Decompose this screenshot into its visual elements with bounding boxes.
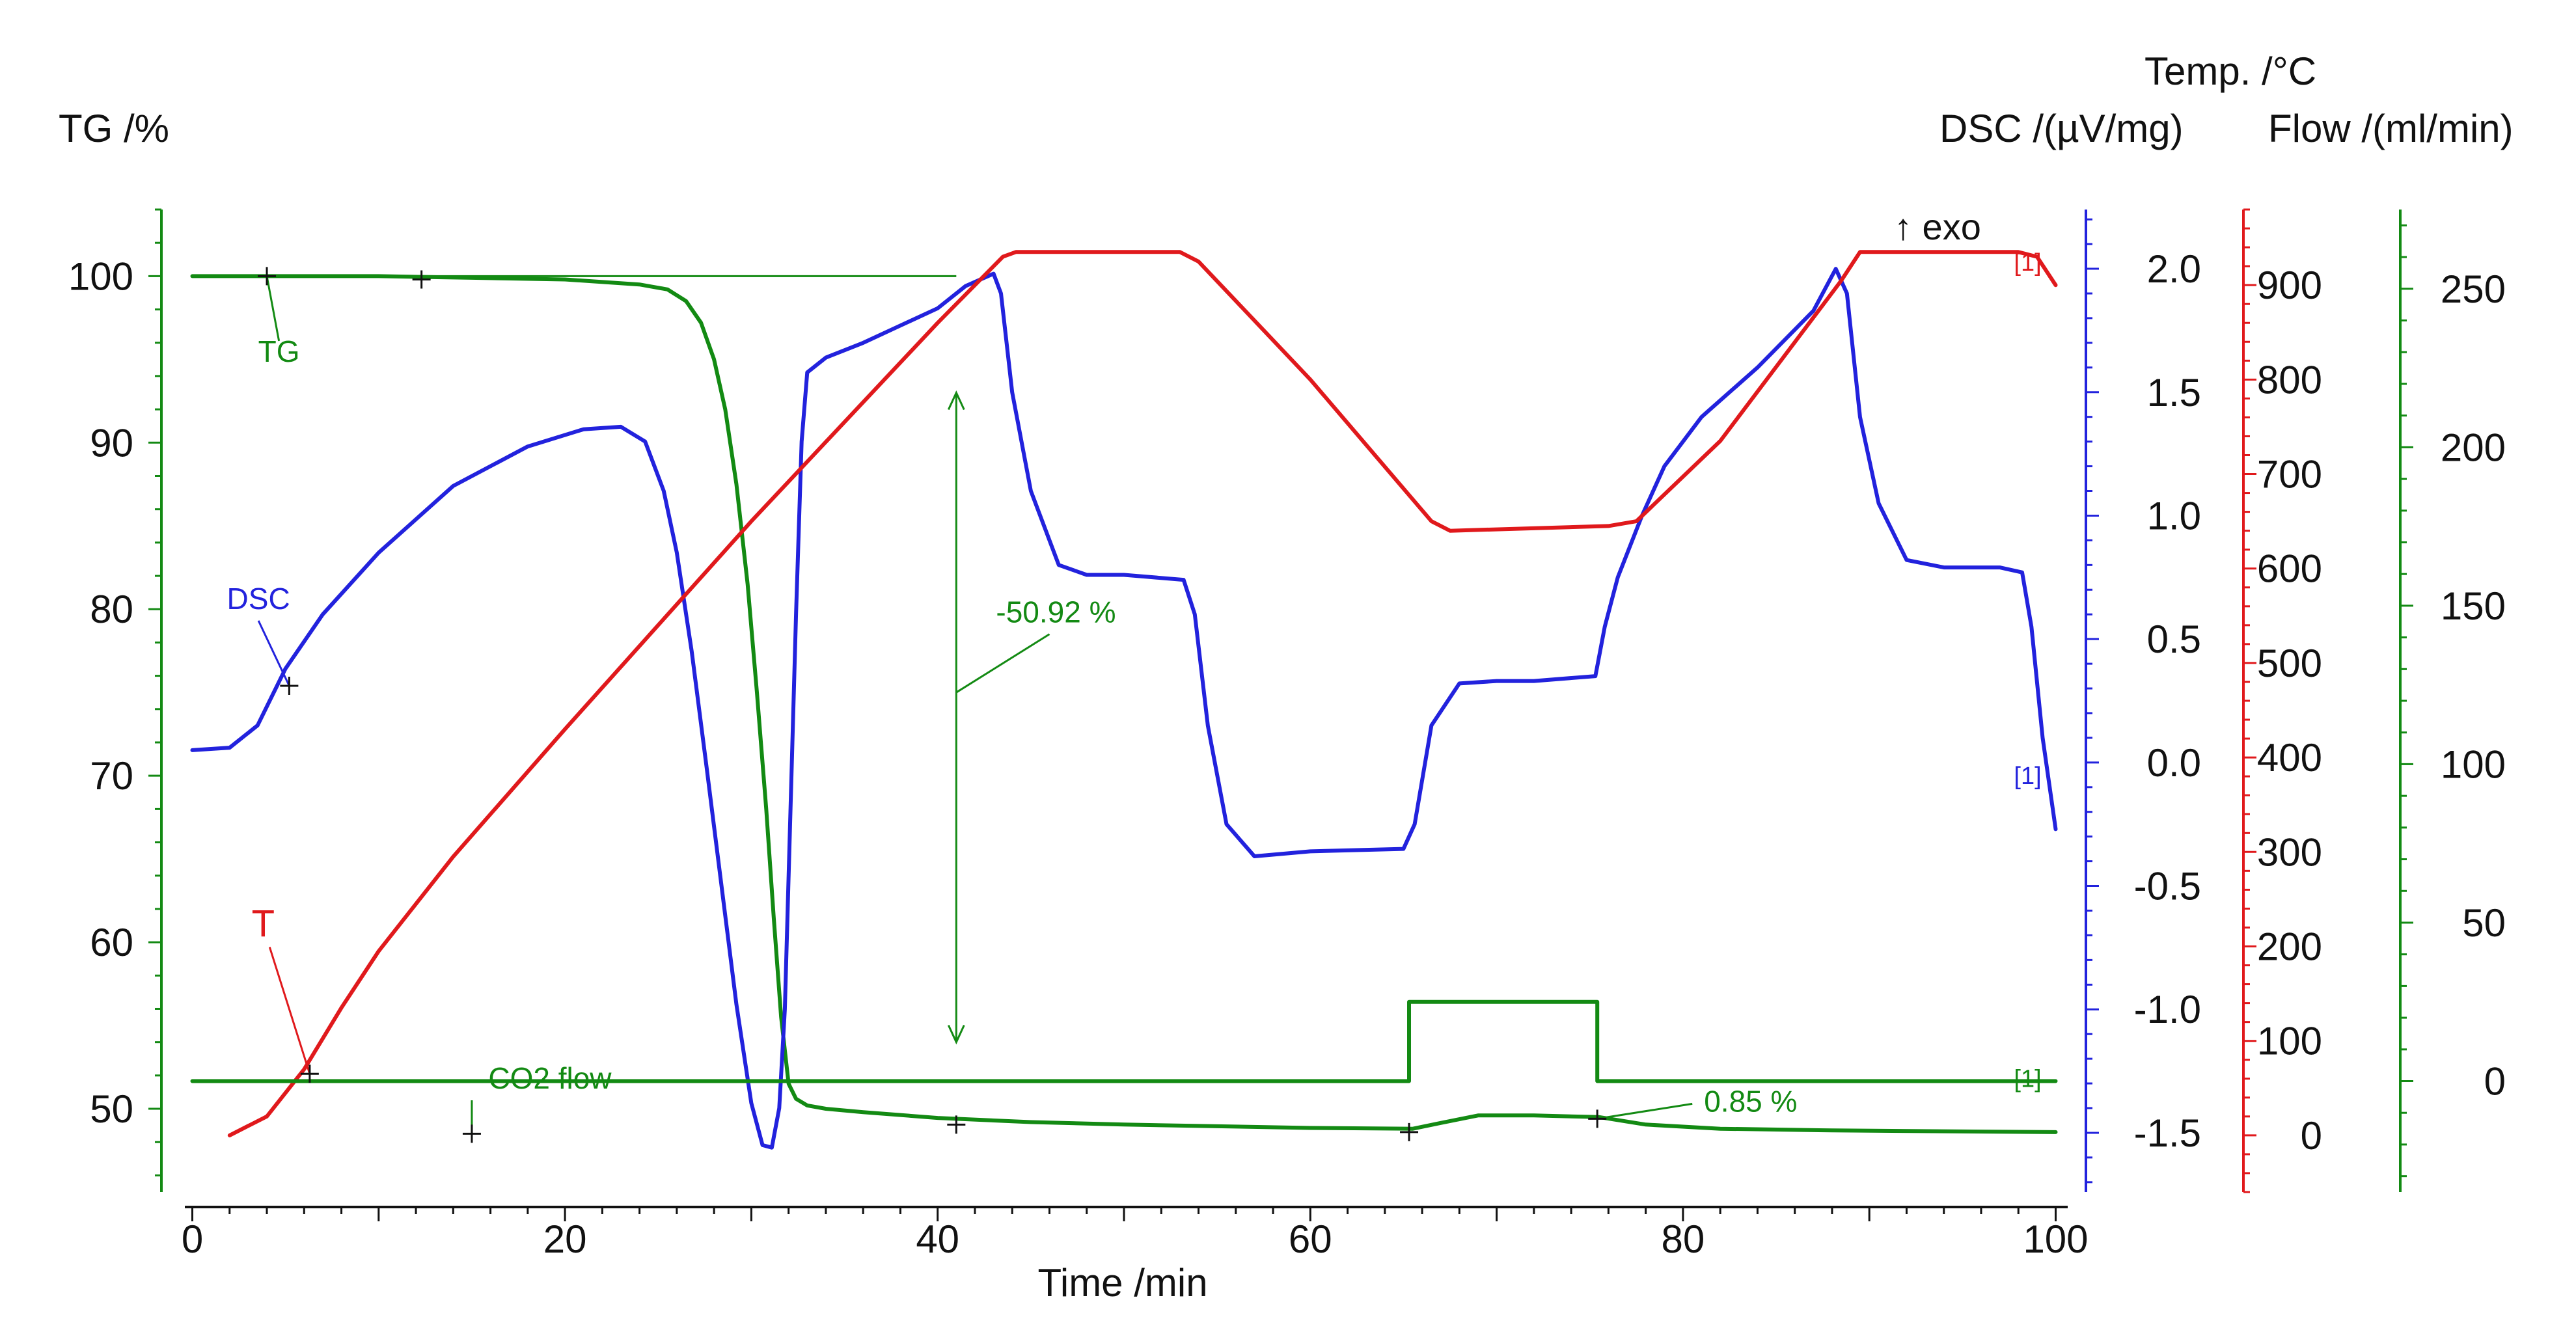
series-label: CO2 flow (488, 1061, 612, 1095)
series-label: DSC (227, 582, 290, 616)
tg-tick-label: 100 (68, 254, 133, 298)
dsc-tick-label: 0.0 (2147, 741, 2201, 785)
cross-marker (300, 1065, 319, 1083)
dsc-tick-label: 2.0 (2147, 247, 2201, 291)
temp-tick-label: 0 (2301, 1114, 2322, 1158)
axis-marker-label: [1] (2014, 249, 2041, 277)
axes-layer: 50 60 70 80 90 100 0 20 40 60 80 100 2.0 1.5 1.0 0.5 0.0… (68, 208, 2506, 1261)
tg-tick-label: 60 (90, 921, 133, 964)
x-tick-label: 60 (1289, 1217, 1332, 1261)
tg-tick-label: 80 (90, 588, 133, 631)
temp-tick-label: 200 (2257, 925, 2322, 969)
dsc-tick-label: -1.5 (2134, 1111, 2201, 1155)
cross-marker (947, 1115, 966, 1134)
mass-change-label: 0.85 % (1704, 1084, 1797, 1118)
series-label: T (252, 903, 275, 945)
cross-marker (1400, 1122, 1419, 1141)
cross-marker (280, 676, 299, 695)
dsc-axis-title: DSC /(µV/mg) (1939, 107, 2184, 150)
cross-marker (412, 270, 431, 289)
flow-tick-label: 100 (2441, 742, 2506, 786)
dsc-tick-label: 0.5 (2147, 617, 2201, 661)
flow-tick-label: 50 (2462, 901, 2506, 945)
temp-tick-label: 300 (2257, 830, 2322, 874)
cross-marker (258, 267, 277, 286)
flow-tick-label: 200 (2441, 426, 2506, 469)
series-layer (190, 250, 2058, 1150)
dsc-tick-label: -1.0 (2134, 988, 2201, 1031)
tg-tick-label: 50 (90, 1087, 133, 1131)
cross-marker (462, 1124, 481, 1143)
x-tick-label: 0 (182, 1217, 203, 1261)
temp-tick-label: 500 (2257, 642, 2322, 685)
series-label-leader (268, 947, 311, 1074)
mass-change-arrowhead-bottom (947, 1025, 965, 1045)
temp-tick-label: 100 (2257, 1020, 2322, 1063)
flow-axis-title: Flow /(ml/min) (2268, 107, 2514, 150)
mass-change-label: -50.92 % (996, 595, 1116, 629)
x-tick-label: 40 (916, 1217, 959, 1261)
dsc-tick-label: 1.5 (2147, 371, 2201, 414)
x-axis-title: Time /min (1037, 1261, 1207, 1305)
mass-change-leader (1596, 1102, 1693, 1120)
series-label-leader (257, 620, 290, 686)
temp-tick-label: 600 (2257, 547, 2322, 591)
flow-tick-label: 0 (2484, 1060, 2506, 1104)
flow-tick-label: 150 (2441, 584, 2506, 628)
x-tick-label: 20 (543, 1217, 587, 1261)
series-label: TG (258, 334, 300, 368)
tg-tick-label: 90 (90, 421, 133, 465)
x-tick-label: 80 (1662, 1217, 1705, 1261)
temp-tick-label: 400 (2257, 736, 2322, 780)
series-temp-line (227, 250, 2058, 1137)
exo-indicator: ↑ exo (1894, 206, 1981, 247)
series-label-leader (266, 276, 281, 342)
tg-axis-title: TG /% (59, 107, 169, 150)
dsc-tick-label: 1.0 (2147, 494, 2201, 537)
series-dsc-line (190, 267, 2058, 1150)
series-co2-flow-line (190, 999, 2058, 1083)
flow-tick-label: 250 (2441, 267, 2506, 311)
axis-marker-label: [1] (2014, 763, 2041, 790)
tg-tick-label: 70 (90, 754, 133, 798)
cross-marker (1588, 1109, 1607, 1128)
x-tick-label: 100 (2023, 1217, 2088, 1261)
temp-tick-label: 900 (2257, 264, 2322, 307)
temp-tick-label: 800 (2257, 358, 2322, 401)
dsc-tick-label: -0.5 (2134, 865, 2201, 908)
series-tg-line (190, 274, 2058, 1134)
temp-tick-label: 700 (2257, 453, 2322, 496)
mass-change-leader (955, 633, 1050, 694)
axis-marker-label: [1] (2014, 1066, 2041, 1093)
mass-change-arrowhead-top (947, 390, 965, 411)
temp-axis-title: Temp. /°C (2144, 49, 2316, 93)
annotation-layer: -50.92 % 0.85 % TG DSC T CO2 flow [1] [1] [1] (192, 249, 2042, 1143)
